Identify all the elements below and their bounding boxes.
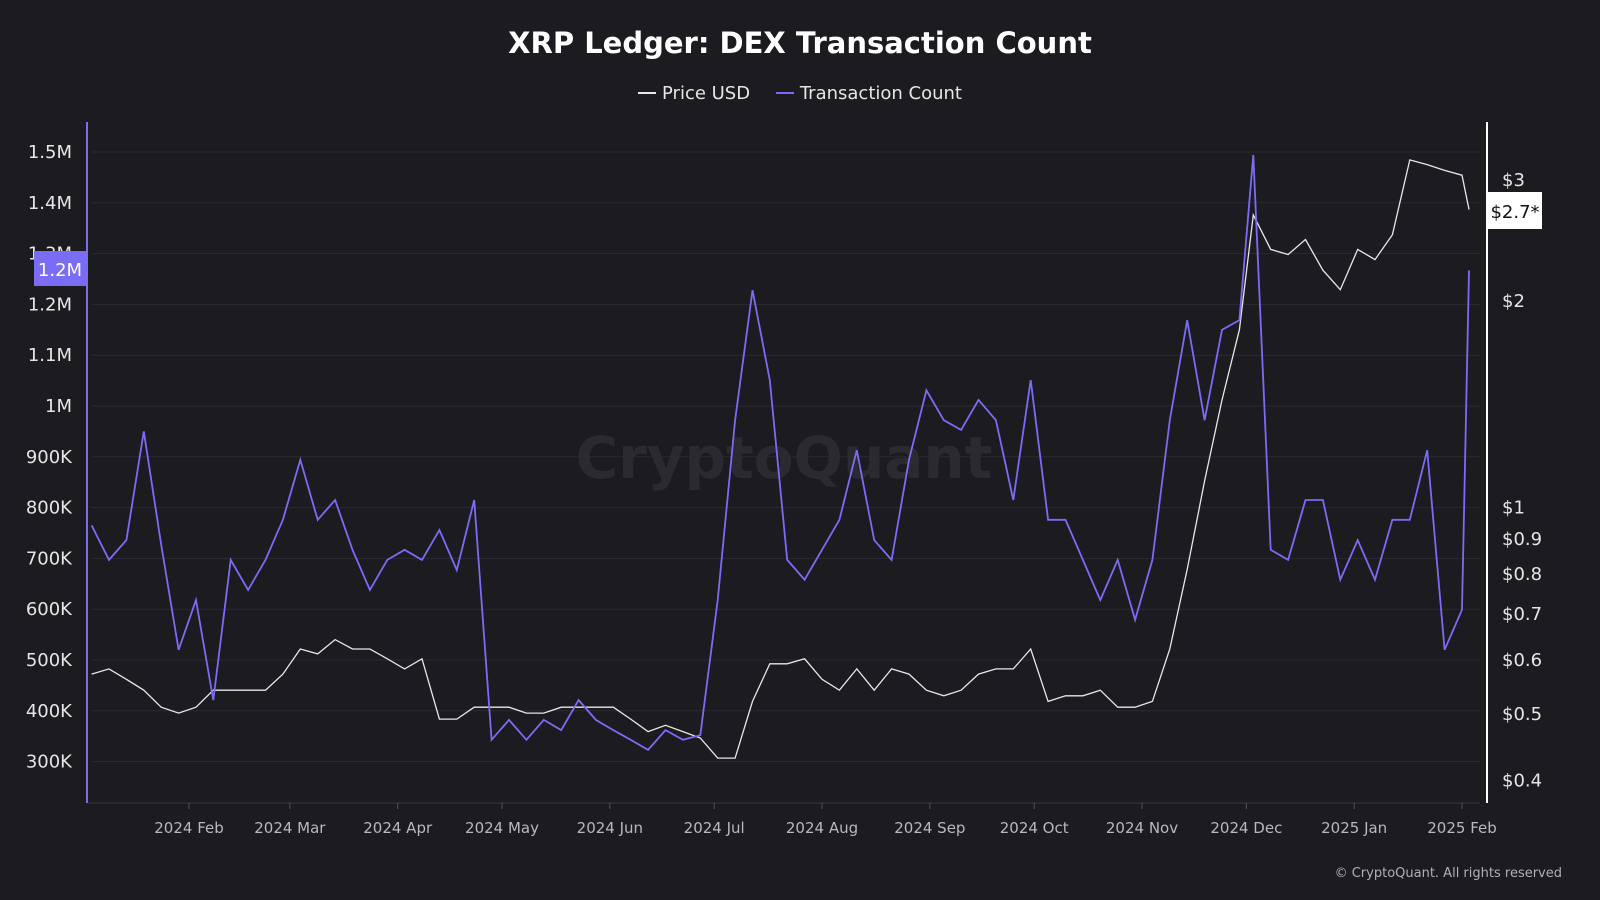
x-tick-label: 2024 Feb <box>154 819 224 837</box>
y-left-tick-label: 1.1M <box>28 345 72 366</box>
left-current-value-text: 1.2M <box>38 260 82 281</box>
x-tick-label: 2025 Jan <box>1321 819 1387 837</box>
y-right-tick-label: $0.8 <box>1502 564 1542 585</box>
x-tick-label: 2024 Jun <box>577 819 643 837</box>
right-current-value-badge <box>1488 192 1542 229</box>
x-tick-label: 2024 Jul <box>684 819 745 837</box>
x-tick-label: 2025 Feb <box>1427 819 1497 837</box>
legend-label-price: Price USD <box>662 82 751 104</box>
y-left-tick-label: 1.5M <box>28 142 72 163</box>
legend-swatch-price <box>638 92 656 94</box>
y-left-tick-label: 1.2M <box>28 294 72 315</box>
y-right-tick-label: $2 <box>1502 291 1525 312</box>
x-tick-label: 2024 Mar <box>254 819 326 837</box>
y-right-tick-label: $3 <box>1502 170 1525 191</box>
y-left-tick-label: 400K <box>26 701 73 722</box>
y-left-tick-label: 800K <box>26 498 73 519</box>
x-tick-label: 2024 Nov <box>1106 819 1178 837</box>
legend-swatch-transaction-count <box>775 92 794 94</box>
y-right-tick-label: $0.5 <box>1502 704 1542 725</box>
legend-label-transaction-count: Transaction Count <box>799 82 962 104</box>
x-tick-label: 2024 Dec <box>1210 819 1282 837</box>
x-tick-label: 2024 Sep <box>894 819 965 837</box>
legend: Price USD Transaction Count <box>0 78 1600 104</box>
x-tick-label: 2024 May <box>465 819 539 837</box>
right-current-value-text: $2.7* <box>1490 202 1539 223</box>
y-left-tick-label: 1M <box>45 396 72 417</box>
copyright: © CryptoQuant. All rights reserved <box>1334 866 1562 881</box>
chart-title: XRP Ledger: DEX Transaction Count <box>508 26 1092 60</box>
y-right-tick-label: $1 <box>1502 498 1525 519</box>
legend-item-price[interactable]: Price USD <box>638 83 750 104</box>
legend-item-transaction-count[interactable]: Transaction Count <box>775 82 962 104</box>
y-left-tick-label: 700K <box>26 548 73 569</box>
x-tick-label: 2024 Oct <box>1000 819 1069 837</box>
x-tick-label: 2024 Aug <box>786 819 858 837</box>
x-tick-label: 2024 Apr <box>363 819 433 837</box>
y-right-tick-label: $0.4 <box>1502 771 1542 792</box>
y-right-tick-label: $0.9 <box>1502 529 1542 550</box>
y-left-tick-label: 1.4M <box>28 193 72 214</box>
y-left-tick-label: 500K <box>26 650 73 671</box>
y-right-tick-label: $0.7 <box>1502 604 1542 625</box>
y-left-tick-label: 300K <box>26 752 73 773</box>
y-left-tick-label: 600K <box>26 599 73 620</box>
watermark: CryptoQuant <box>576 424 993 492</box>
left-current-value-badge <box>34 251 87 286</box>
y-right-tick-label: $0.6 <box>1502 650 1542 671</box>
y-left-tick-label: 900K <box>26 447 73 468</box>
